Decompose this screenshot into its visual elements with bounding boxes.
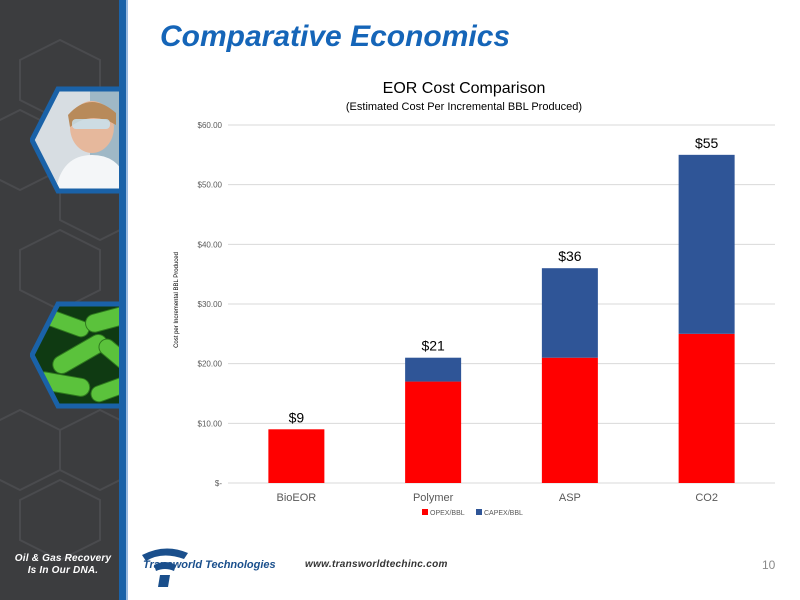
x-tick-labels: BioEOR Polymer ASP CO2 — [277, 492, 718, 504]
bar-opexbbl-polymer — [405, 381, 462, 483]
legend-swatch — [422, 509, 428, 515]
tagline-line1: Oil & Gas Recovery — [14, 553, 112, 564]
scientist-photo — [30, 86, 126, 194]
y-tick-label: $30.00 — [198, 300, 223, 309]
total-label: $21 — [421, 338, 445, 354]
x-tick-label: BioEOR — [277, 492, 317, 504]
bacteria-photo — [30, 301, 126, 409]
y-tick-label: $60.00 — [198, 121, 223, 130]
y-tick-label: $40.00 — [198, 240, 223, 249]
bar-capexbbl-polymer — [405, 357, 462, 382]
sidebar-decoration: Oil & Gas Recovery Is In Our DNA. — [0, 0, 126, 600]
eor-cost-chart: $- $10.00 $20.00 $30.00 $40.00 $50.00 $60.00 $… — [174, 121, 775, 517]
hexagon-pattern — [0, 38, 126, 562]
sidebar-edge — [119, 0, 126, 600]
legend-label: OPEX/BBL — [430, 510, 465, 517]
bar-capexbbl-asp — [541, 268, 598, 358]
website-link[interactable]: www.transworldtechinc.com — [305, 559, 448, 570]
total-label: $36 — [558, 248, 582, 264]
logo-text: Transworld Technologies — [143, 559, 276, 571]
legend-swatch — [476, 509, 482, 515]
x-tick-label: ASP — [559, 492, 581, 504]
chart-title: EOR Cost Comparison — [382, 80, 546, 97]
chart-legend: OPEX/BBL CAPEX/BBL — [422, 509, 523, 517]
total-labels: $9 $21 $36 $55 — [289, 135, 719, 425]
y-tick-label: $20.00 — [198, 360, 223, 369]
y-tick-labels: $- $10.00 $20.00 $30.00 $40.00 $50.00 $60.00 — [198, 121, 223, 488]
total-label: $55 — [695, 135, 719, 151]
y-tick-label: $50.00 — [198, 181, 223, 190]
y-tick-label: $- — [215, 479, 222, 488]
chart-subtitle: (Estimated Cost Per Incremental BBL Prod… — [345, 101, 583, 113]
slide-title: Comparative Economics — [160, 20, 511, 53]
tagline: Oil & Gas Recovery Is In Our DNA. — [0, 553, 126, 577]
page-number: 10 — [762, 558, 776, 572]
bar-opexbbl-bioeor — [268, 429, 325, 483]
bar-opexbbl-co2 — [678, 333, 735, 483]
y-axis-label: Cost per Incremental BBL Produced — [174, 252, 180, 348]
y-tick-label: $10.00 — [198, 419, 223, 428]
legend-label: CAPEX/BBL — [484, 510, 523, 517]
chart-bars — [268, 154, 735, 483]
bar-opexbbl-asp — [541, 357, 598, 483]
x-tick-label: CO2 — [695, 492, 718, 504]
total-label: $9 — [289, 409, 305, 425]
sidebar-edge-highlight — [126, 0, 128, 600]
transworld-logo-icon — [142, 548, 188, 587]
x-tick-label: Polymer — [413, 492, 454, 504]
tagline-line2: Is In Our DNA. — [27, 565, 99, 576]
bar-capexbbl-co2 — [678, 154, 735, 334]
